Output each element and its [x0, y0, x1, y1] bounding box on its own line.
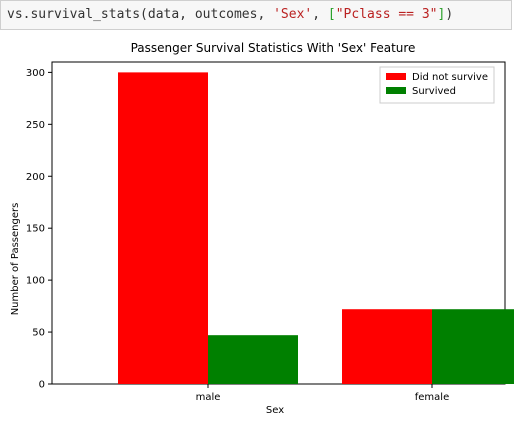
y-tick-label: 150 — [26, 224, 45, 235]
y-tick-label: 250 — [26, 120, 45, 131]
x-tick-label: male — [196, 392, 221, 403]
code-list-string: "Pclass == 3" — [335, 7, 438, 22]
code-cell[interactable]: vs.survival_stats(data, outcomes, 'Sex',… — [0, 0, 512, 30]
legend-label: Survived — [412, 86, 456, 97]
code-string-arg: 'Sex' — [273, 7, 313, 22]
y-tick-label: 50 — [32, 328, 45, 339]
x-axis-label: Sex — [266, 405, 284, 416]
code-paren-close: ) — [445, 7, 454, 22]
code-bracket-open: [ — [327, 7, 336, 22]
plot-area: male female 0 50 100 150 200 250 300 — [26, 61, 514, 403]
bar-male-did-not-survive — [118, 72, 208, 385]
bar-female-survived — [432, 309, 514, 384]
code-function-call: vs.survival_stats(data, outcomes, — [7, 7, 274, 22]
y-tick-label: 300 — [26, 68, 45, 79]
legend-swatch — [386, 73, 406, 80]
survival-bar-chart: Passenger Survival Statistics With 'Sex'… — [10, 41, 514, 416]
code-line: vs.survival_stats(data, outcomes, 'Sex',… — [7, 7, 453, 22]
chart-legend: Did not survive Survived — [379, 66, 495, 104]
bar-female-did-not-survive — [342, 309, 432, 384]
legend-label: Did not survive — [412, 72, 488, 83]
code-bracket-close: ] — [437, 7, 446, 22]
y-tick-label: 100 — [26, 276, 45, 287]
y-tick-label: 200 — [26, 172, 45, 183]
legend-box — [379, 66, 495, 104]
bar-male-survived — [208, 335, 298, 384]
y-tick-label: 0 — [39, 380, 45, 391]
chart-title: Passenger Survival Statistics With 'Sex'… — [131, 41, 416, 55]
x-tick-label: female — [415, 392, 449, 403]
legend-swatch — [386, 87, 406, 94]
code-separator: , — [312, 7, 328, 22]
y-axis-label: Number of Passengers — [10, 203, 21, 316]
